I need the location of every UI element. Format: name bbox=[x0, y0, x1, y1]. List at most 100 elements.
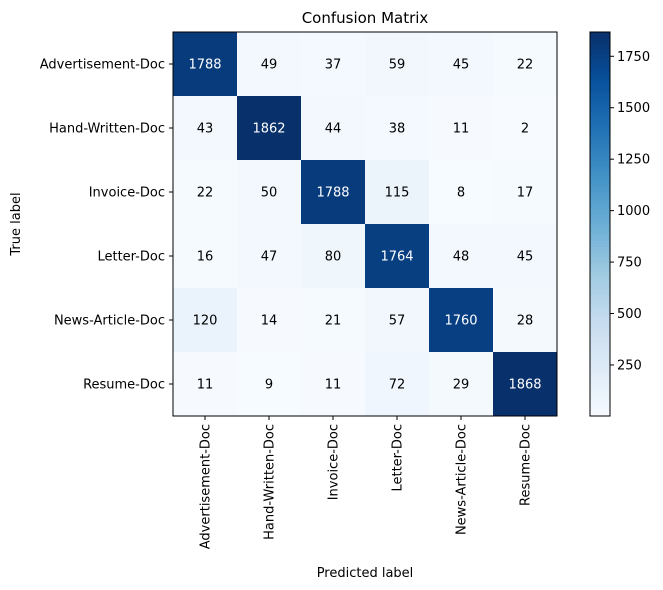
colorbar-segment bbox=[590, 150, 610, 155]
colorbar-segment bbox=[590, 70, 610, 75]
colorbar-segment bbox=[590, 345, 610, 350]
colorbar-segment bbox=[590, 76, 610, 81]
cell-value-label: 48 bbox=[453, 250, 470, 265]
colorbar-segment bbox=[590, 371, 610, 375]
colorbar-segment bbox=[590, 131, 610, 135]
colorbar-segment bbox=[590, 320, 610, 324]
colorbar-segment bbox=[590, 134, 610, 139]
colorbar-segment bbox=[590, 179, 610, 183]
heatmap-cell bbox=[493, 96, 558, 161]
colorbar-tick-label: 1000 bbox=[617, 204, 650, 219]
colorbar-segment bbox=[590, 201, 610, 206]
heatmap-cell bbox=[493, 32, 558, 97]
colorbar-segment bbox=[590, 323, 610, 327]
colorbar-segment bbox=[590, 329, 610, 334]
colorbar-segment bbox=[590, 208, 610, 212]
cell-value-label: 47 bbox=[261, 250, 278, 265]
colorbar: 250 500 750 1000 1250 1500 1750 bbox=[589, 31, 650, 417]
colorbar-segment bbox=[590, 48, 610, 52]
heatmap-cell bbox=[493, 224, 558, 289]
colorbar-tick-label: 1750 bbox=[617, 50, 650, 65]
heatmap-cell bbox=[173, 224, 238, 289]
colorbar-segment bbox=[590, 304, 610, 308]
cell-value-label: 49 bbox=[261, 58, 278, 73]
colorbar-segment bbox=[590, 92, 610, 97]
colorbar-segment bbox=[590, 54, 610, 59]
colorbar-segment bbox=[590, 233, 610, 238]
colorbar-segment bbox=[590, 230, 610, 235]
colorbar-segment bbox=[590, 60, 610, 65]
colorbar-segment bbox=[590, 268, 610, 273]
y-tick-label: Resume-Doc bbox=[83, 378, 165, 393]
heatmap-cell bbox=[365, 352, 430, 417]
colorbar-segment bbox=[590, 144, 610, 148]
heatmap-cell bbox=[301, 352, 366, 417]
colorbar-segment bbox=[590, 112, 610, 116]
cell-value-label: 17 bbox=[517, 186, 534, 201]
colorbar-segment bbox=[590, 64, 610, 68]
colorbar-segment bbox=[590, 294, 610, 299]
x-tick-label: Advertisement-Doc bbox=[199, 424, 214, 549]
colorbar-segment bbox=[590, 214, 610, 219]
cell-value-label: 1760 bbox=[444, 314, 477, 329]
colorbar-segment bbox=[590, 115, 610, 119]
colorbar-segment bbox=[590, 361, 610, 366]
colorbar-segment bbox=[590, 140, 610, 145]
colorbar-segment bbox=[590, 390, 610, 395]
colorbar-segment bbox=[590, 172, 610, 177]
heatmap-cell bbox=[173, 352, 238, 417]
heatmap-cell bbox=[429, 288, 494, 353]
cell-value-label: 45 bbox=[453, 58, 470, 73]
colorbar-segment bbox=[590, 272, 610, 276]
colorbar-segment bbox=[590, 204, 610, 209]
x-tick-label: Hand-Written-Doc bbox=[263, 424, 278, 540]
colorbar-segment bbox=[590, 182, 610, 187]
colorbar-segment bbox=[590, 80, 610, 84]
heatmap-cell bbox=[301, 224, 366, 289]
heatmap-cell bbox=[301, 96, 366, 161]
colorbar-segment bbox=[590, 124, 610, 129]
heatmap-cell bbox=[365, 160, 430, 225]
cell-value-label: 37 bbox=[325, 58, 342, 73]
cell-value-label: 9 bbox=[265, 378, 273, 393]
cell-value-label: 1764 bbox=[380, 250, 413, 265]
heatmap-cell bbox=[493, 160, 558, 225]
colorbar-segment bbox=[590, 278, 610, 283]
x-tick-label: Invoice-Doc bbox=[327, 424, 342, 500]
heatmap-cell bbox=[365, 96, 430, 161]
colorbar-segment bbox=[590, 352, 610, 356]
y-axis-ticks: Advertisement-Doc Hand-Written-Doc Invoice… bbox=[40, 58, 173, 393]
colorbar-segment bbox=[590, 220, 610, 225]
colorbar-segment bbox=[590, 99, 610, 103]
cell-value-label: 38 bbox=[389, 122, 406, 137]
colorbar-segment bbox=[590, 32, 610, 36]
colorbar-segment bbox=[590, 332, 610, 337]
colorbar-segment bbox=[590, 102, 610, 107]
colorbar-segment bbox=[590, 217, 610, 222]
heatmap-cell bbox=[237, 224, 302, 289]
colorbar-segment bbox=[590, 236, 610, 241]
colorbar-segment bbox=[590, 358, 610, 363]
colorbar-tick-label: 500 bbox=[617, 307, 642, 322]
colorbar-segment bbox=[590, 406, 610, 411]
heatmap-cell bbox=[237, 352, 302, 417]
cell-value-label: 22 bbox=[517, 58, 534, 73]
heatmap-cell bbox=[173, 160, 238, 225]
heatmap-cell bbox=[301, 32, 366, 97]
colorbar-segment bbox=[590, 393, 610, 398]
colorbar-segment bbox=[590, 38, 610, 43]
colorbar-segment bbox=[590, 297, 610, 302]
y-tick-label: News-Article-Doc bbox=[54, 314, 165, 329]
colorbar-segment bbox=[590, 364, 610, 369]
colorbar-segment bbox=[590, 339, 610, 343]
colorbar-segment bbox=[590, 291, 610, 295]
heatmap-cell bbox=[365, 32, 430, 97]
colorbar-tick-label: 1500 bbox=[617, 101, 650, 116]
colorbar-segment bbox=[590, 288, 610, 292]
colorbar-segment bbox=[590, 57, 610, 62]
colorbar-segment bbox=[590, 105, 610, 110]
colorbar-frame bbox=[589, 31, 611, 417]
colorbar-segment bbox=[590, 51, 610, 55]
colorbar-segment bbox=[590, 195, 610, 199]
